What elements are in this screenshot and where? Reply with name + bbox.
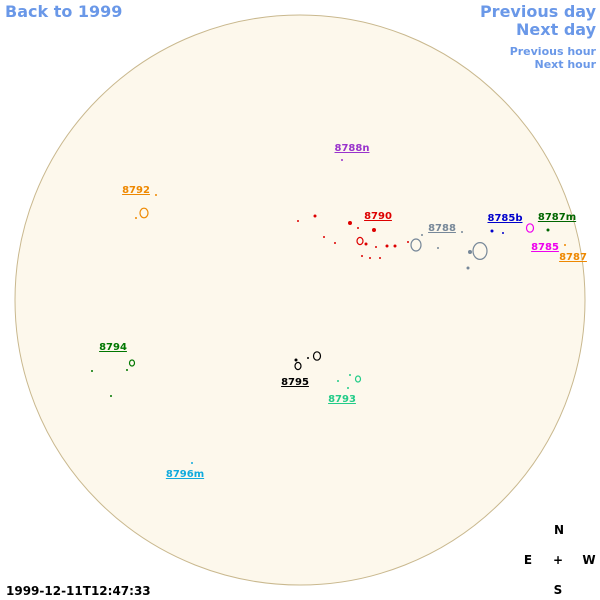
region-label[interactable]: 8795 (281, 377, 309, 388)
region-label[interactable]: 8785b (488, 213, 523, 224)
sunspot (294, 358, 298, 362)
sunspot (472, 242, 488, 261)
sunspot (313, 214, 317, 218)
sunspot (349, 374, 351, 376)
sunspot (294, 361, 302, 371)
sunspot (361, 255, 363, 257)
compass-south: S (554, 583, 563, 597)
sunspot (546, 228, 550, 232)
sunspot (312, 351, 322, 361)
sunspot (297, 220, 299, 222)
sunspot (110, 395, 112, 397)
compass-east: E (524, 553, 532, 567)
sunspot (191, 462, 193, 464)
region-label[interactable]: 8785 (531, 242, 559, 253)
sunspot (323, 236, 325, 238)
sunspot (466, 266, 470, 270)
timestamp: 1999-12-11T12:47:33 (6, 584, 151, 598)
region-label[interactable]: 8790 (364, 211, 392, 222)
region-label[interactable]: 8796m (166, 469, 204, 480)
sunspot (354, 375, 362, 383)
sunspot (139, 207, 149, 219)
sunspot (525, 223, 535, 233)
sunspot (126, 369, 128, 371)
sunspot (334, 242, 336, 244)
sunspot (393, 244, 397, 248)
sunspot (407, 241, 409, 243)
region-label[interactable]: 8792 (122, 185, 150, 196)
region-label[interactable]: 8793 (328, 394, 356, 405)
compass-center: + (553, 553, 563, 567)
sunspot (437, 247, 439, 249)
sunspot (91, 370, 93, 372)
sunspot (364, 242, 368, 246)
sunspot (356, 236, 364, 246)
sunspot (490, 229, 494, 233)
sunspot (461, 231, 463, 233)
back-link[interactable]: Back to 1999 (5, 2, 123, 21)
sunspot (502, 232, 504, 234)
sunspot (135, 217, 137, 219)
previous-day-link[interactable]: Previous day (479, 2, 596, 21)
region-label[interactable]: 8794 (99, 342, 127, 353)
region-label[interactable]: 8787 (559, 252, 587, 263)
sunspot (375, 246, 377, 248)
sunspot (372, 228, 376, 232)
sunspot (347, 387, 349, 389)
sunspot (369, 257, 371, 259)
sunspot (357, 227, 359, 229)
solar-disk (14, 14, 586, 586)
compass-north: N (554, 523, 564, 537)
sunspot (410, 238, 422, 252)
sunspot (307, 357, 309, 359)
sunspot (564, 244, 566, 246)
sunspot (348, 221, 352, 225)
next-day-link[interactable]: Next day (516, 20, 596, 39)
sunspot (337, 380, 339, 382)
next-hour-link[interactable]: Next hour (534, 58, 597, 71)
sunspot (155, 194, 157, 196)
compass-west: W (582, 553, 595, 567)
sunspot (421, 234, 423, 236)
previous-hour-link[interactable]: Previous hour (509, 45, 596, 58)
region-label[interactable]: 8788 (428, 223, 456, 234)
sunspot (379, 257, 381, 259)
sunspot (385, 244, 389, 248)
sunspot (468, 250, 472, 254)
region-label[interactable]: 8787m (538, 212, 576, 223)
region-label[interactable]: 8788n (335, 143, 370, 154)
sunspot (341, 159, 343, 161)
sunspot (128, 359, 136, 367)
